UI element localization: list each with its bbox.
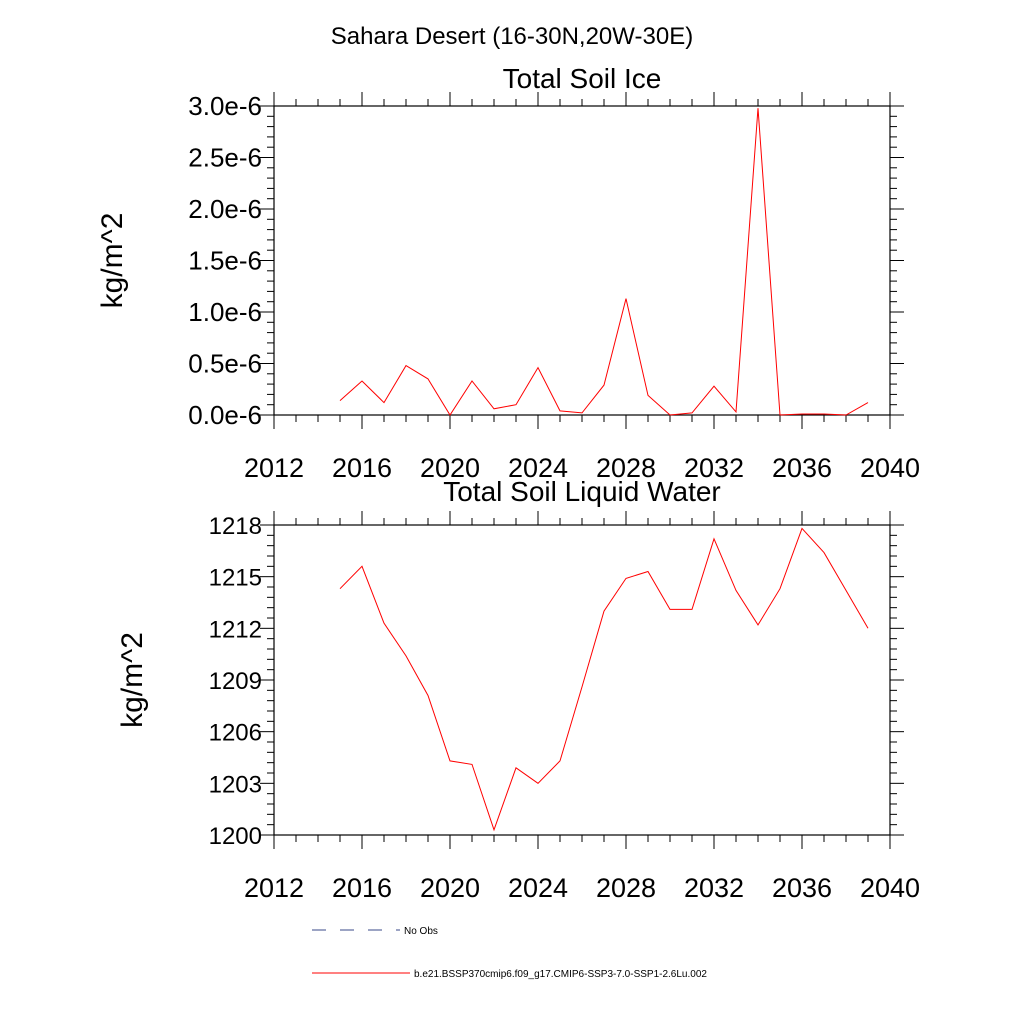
y-tick-label: 1218 <box>209 513 262 540</box>
x-tick-label: 2040 <box>860 873 920 903</box>
figure-suptitle: Sahara Desert (16-30N,20W-30E) <box>331 23 693 50</box>
plot-frame <box>273 524 891 836</box>
legend: No Obs b.e21.BSSP370cmip6.f09_g17.CMIP6-… <box>312 926 707 980</box>
y-axis-label: kg/m^2 <box>116 632 149 728</box>
y-tick-label: 1206 <box>209 720 262 747</box>
y-tick-label: 1212 <box>209 616 262 643</box>
x-tick-label: 2016 <box>332 873 392 903</box>
x-tick-label: 2028 <box>596 453 656 483</box>
y-tick-label: 1.5e-6 <box>188 246 262 276</box>
x-tick-label: 2016 <box>332 453 392 483</box>
y-tick-label: 1203 <box>209 771 262 798</box>
panel-total-soil-liquid-water: Total Soil Liquid Water kg/m^2 2012 2016 202… <box>116 476 920 903</box>
y-tick-label: 0.0e-6 <box>188 400 262 430</box>
y-axis-label: kg/m^2 <box>96 213 129 309</box>
panel-total-soil-ice: Total Soil Ice kg/m^2 2012 2016 2020 2024 2028… <box>96 63 920 483</box>
x-tick-label: 2032 <box>684 453 744 483</box>
chart-title: Total Soil Liquid Water <box>443 476 721 507</box>
y-tick-label: 0.5e-6 <box>188 349 262 379</box>
x-tick-label: 2028 <box>596 873 656 903</box>
y-tick-label: 1.0e-6 <box>188 297 262 327</box>
x-tick-label: 2020 <box>420 453 480 483</box>
y-tick-label: 2.0e-6 <box>188 194 262 224</box>
y-tick-label: 1200 <box>209 823 262 850</box>
legend-label-no-obs: No Obs <box>404 926 438 937</box>
y-tick-label: 1215 <box>209 565 262 592</box>
plot-frame <box>273 105 891 416</box>
series-line <box>339 527 869 832</box>
x-tick-label: 2040 <box>860 453 920 483</box>
x-tick-label: 2032 <box>684 873 744 903</box>
chart-title: Total Soil Ice <box>503 63 662 94</box>
y-tick-label: 1209 <box>209 668 262 695</box>
x-tick-label: 2020 <box>420 873 480 903</box>
series-line <box>339 108 869 416</box>
y-tick-label: 2.5e-6 <box>188 143 262 173</box>
x-tick-label: 2012 <box>244 873 304 903</box>
x-tick-label: 2036 <box>772 873 832 903</box>
legend-label-model: b.e21.BSSP370cmip6.f09_g17.CMIP6-SSP3-7.… <box>414 969 707 980</box>
y-tick-label: 3.0e-6 <box>188 91 262 121</box>
x-tick-label: 2024 <box>508 453 568 483</box>
x-tick-label: 2036 <box>772 453 832 483</box>
x-tick-label: 2024 <box>508 873 568 903</box>
x-tick-label: 2012 <box>244 453 304 483</box>
